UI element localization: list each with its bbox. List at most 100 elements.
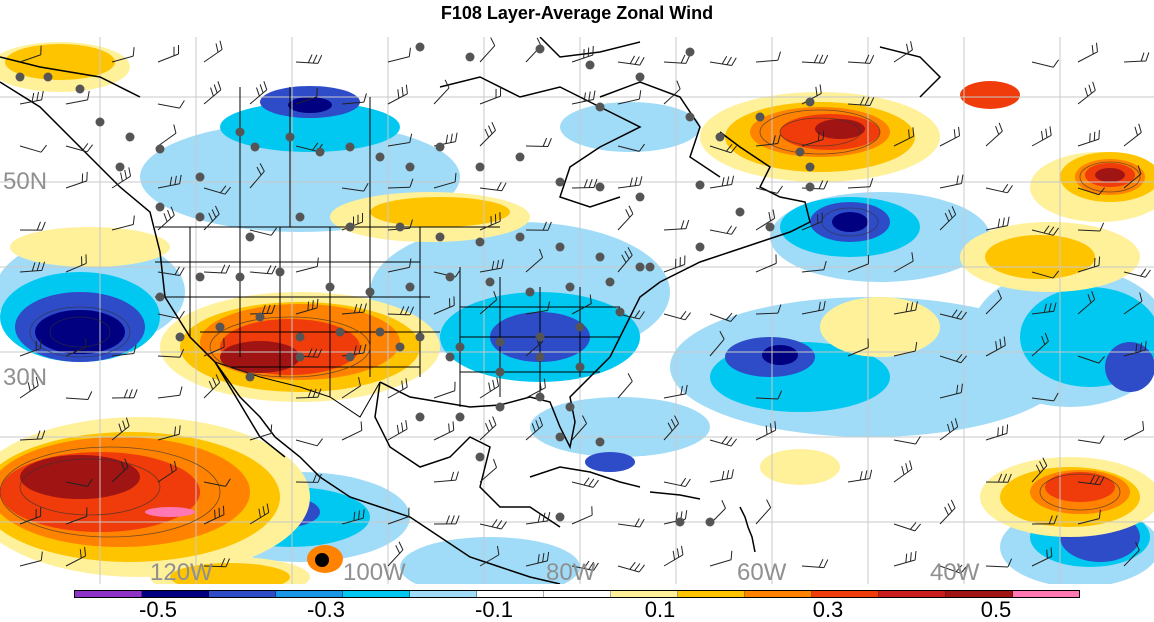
wind-barb bbox=[1123, 541, 1140, 567]
wind-barb bbox=[939, 126, 961, 147]
colorbar-tick-label: -0.1 bbox=[475, 597, 513, 622]
station-marker bbox=[445, 352, 455, 362]
station-marker bbox=[515, 152, 525, 162]
station-marker bbox=[315, 147, 325, 157]
station-marker bbox=[685, 47, 695, 57]
lat-label-50n: 50N bbox=[3, 168, 47, 195]
wind-barb bbox=[617, 247, 633, 273]
wind-barb bbox=[1077, 187, 1106, 196]
wind-barb bbox=[663, 384, 688, 399]
wind-barb bbox=[19, 261, 46, 273]
station-marker bbox=[705, 517, 715, 527]
wind-barb bbox=[1077, 130, 1100, 147]
wind-barb bbox=[157, 425, 181, 441]
wind-barb bbox=[709, 550, 733, 567]
station-marker bbox=[365, 287, 375, 297]
station-marker bbox=[525, 287, 535, 297]
wind-barb bbox=[1123, 341, 1147, 357]
wind-barb bbox=[663, 255, 686, 273]
colorbar-segment bbox=[544, 591, 611, 597]
wind-barb bbox=[65, 171, 88, 189]
wind-barb bbox=[525, 301, 551, 315]
wind-barbs bbox=[19, 37, 1151, 574]
wind-barb bbox=[755, 304, 782, 315]
station-marker bbox=[195, 172, 205, 182]
wind-barb bbox=[203, 478, 231, 487]
wind-barb bbox=[939, 499, 956, 525]
wind-barb bbox=[203, 374, 221, 399]
wind-barb bbox=[939, 206, 957, 231]
station-marker bbox=[375, 327, 385, 337]
colorbar-segment bbox=[745, 591, 812, 597]
wind-barb bbox=[65, 90, 90, 105]
station-marker bbox=[155, 144, 165, 154]
wind-barb bbox=[1077, 81, 1096, 105]
colorbar-segment bbox=[343, 591, 410, 597]
wind-barb bbox=[19, 430, 46, 441]
wind-barb bbox=[19, 221, 46, 231]
station-marker bbox=[565, 282, 575, 292]
station-marker bbox=[635, 72, 645, 82]
wind-barb bbox=[939, 418, 959, 441]
wind-barb bbox=[663, 219, 690, 231]
station-marker bbox=[555, 512, 565, 522]
station-marker bbox=[215, 322, 225, 332]
station-marker bbox=[155, 202, 165, 212]
wind-barb bbox=[939, 174, 964, 189]
station-marker bbox=[495, 337, 505, 347]
station-marker bbox=[465, 52, 475, 62]
wind-barb bbox=[1031, 270, 1059, 279]
wind-barb bbox=[479, 545, 500, 567]
wind-barb bbox=[1077, 290, 1096, 315]
station-marker bbox=[555, 242, 565, 252]
wind-barb bbox=[617, 205, 634, 231]
wind-barb bbox=[617, 55, 645, 66]
wind-barb bbox=[341, 183, 369, 192]
wind-barb bbox=[479, 37, 496, 63]
station-marker bbox=[75, 84, 85, 94]
station-marker bbox=[635, 192, 645, 202]
wind-barb bbox=[801, 212, 823, 231]
wind-barb bbox=[387, 507, 410, 525]
wind-barb bbox=[295, 473, 322, 483]
wind-barb bbox=[1031, 547, 1053, 567]
wind-barb bbox=[111, 344, 137, 357]
wind-barb bbox=[617, 90, 642, 105]
wind-barb bbox=[387, 306, 415, 316]
station-marker bbox=[295, 352, 305, 362]
wind-barb bbox=[157, 174, 182, 189]
wind-barb bbox=[571, 45, 594, 63]
wind-barb bbox=[525, 551, 550, 567]
wind-barb bbox=[893, 460, 913, 483]
wind-barb bbox=[571, 294, 592, 315]
wind-barb bbox=[157, 348, 185, 358]
wind-barb bbox=[893, 436, 921, 445]
station-marker bbox=[435, 142, 445, 152]
station-marker bbox=[475, 162, 485, 172]
station-marker bbox=[195, 272, 205, 282]
wind-barb bbox=[387, 84, 408, 105]
wind-barb bbox=[755, 390, 783, 400]
station-marker bbox=[43, 72, 53, 82]
wind-barb bbox=[525, 511, 551, 525]
lon-label-100w: 100W bbox=[343, 559, 406, 584]
wind-barb bbox=[525, 378, 546, 399]
wind-barb bbox=[847, 254, 869, 273]
wind-barb bbox=[847, 96, 875, 106]
wind-barb bbox=[157, 124, 177, 147]
wind-barb bbox=[341, 303, 367, 315]
wind-barb bbox=[65, 507, 88, 525]
wind-barb bbox=[111, 215, 135, 231]
station-marker bbox=[585, 60, 595, 70]
colorbar-segment bbox=[812, 591, 879, 597]
wind-barb bbox=[1031, 515, 1058, 525]
wind-barb bbox=[65, 546, 87, 567]
wind-barb bbox=[571, 90, 596, 105]
station-marker bbox=[485, 277, 495, 287]
station-marker bbox=[235, 272, 245, 282]
wind-barb bbox=[157, 266, 185, 276]
station-marker bbox=[635, 262, 645, 272]
wind-barb bbox=[755, 209, 776, 231]
wind-barb bbox=[847, 469, 873, 483]
wind-barb bbox=[1077, 509, 1101, 525]
